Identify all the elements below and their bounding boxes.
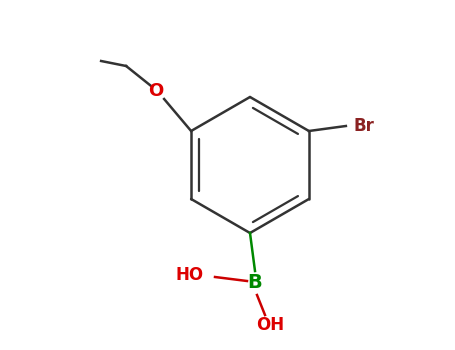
Text: Br: Br <box>354 117 374 135</box>
Text: HO: HO <box>176 266 204 284</box>
Text: OH: OH <box>256 316 284 334</box>
Text: O: O <box>148 82 164 100</box>
Text: B: B <box>248 273 263 293</box>
